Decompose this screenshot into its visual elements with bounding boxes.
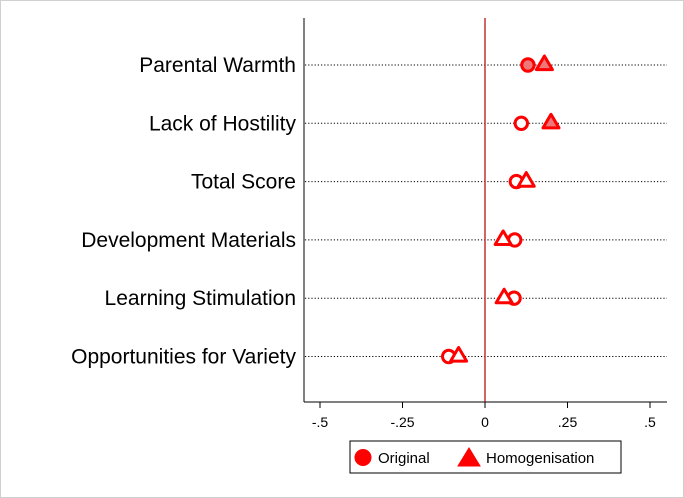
homogenisation-marker xyxy=(516,171,536,188)
homogenisation-marker xyxy=(541,112,561,130)
homogenisation-marker xyxy=(449,346,469,363)
original-marker xyxy=(520,57,536,73)
legend-label-original: Original xyxy=(378,450,430,467)
homogenisation-marker xyxy=(493,229,513,246)
data-markers xyxy=(441,54,561,365)
homogenisation-marker xyxy=(494,287,514,305)
category-label: Total Score xyxy=(191,171,296,194)
grid-lines xyxy=(305,64,667,357)
legend-circle-icon xyxy=(354,449,372,466)
x-tick-label: -.5 xyxy=(312,414,329,430)
category-label: Learning Stimulation xyxy=(105,287,296,310)
category-label: Parental Warmth xyxy=(139,54,296,77)
x-tick-label: .25 xyxy=(558,414,578,430)
axes xyxy=(303,18,667,403)
category-label: Development Materials xyxy=(81,229,296,252)
legend-box xyxy=(349,440,622,474)
category-labels: Parental Warmth Lack of Hostility Total Sc… xyxy=(71,54,296,369)
category-label: Lack of Hostility xyxy=(149,112,297,135)
category-label: Opportunities for Variety xyxy=(71,346,296,369)
x-tick-label: 0 xyxy=(481,414,489,430)
legend-label-homogenisation: Homogenisation xyxy=(486,450,594,467)
original-marker xyxy=(513,115,529,132)
x-tick-label: -.25 xyxy=(390,414,414,430)
x-axis-ticks: -.5 -.25 0 .25 .5 xyxy=(312,402,656,430)
legend: Original Homogenisation xyxy=(349,440,622,474)
x-tick-label: .5 xyxy=(644,414,656,430)
homogenisation-marker xyxy=(534,54,554,72)
legend-triangle-icon xyxy=(457,447,481,467)
